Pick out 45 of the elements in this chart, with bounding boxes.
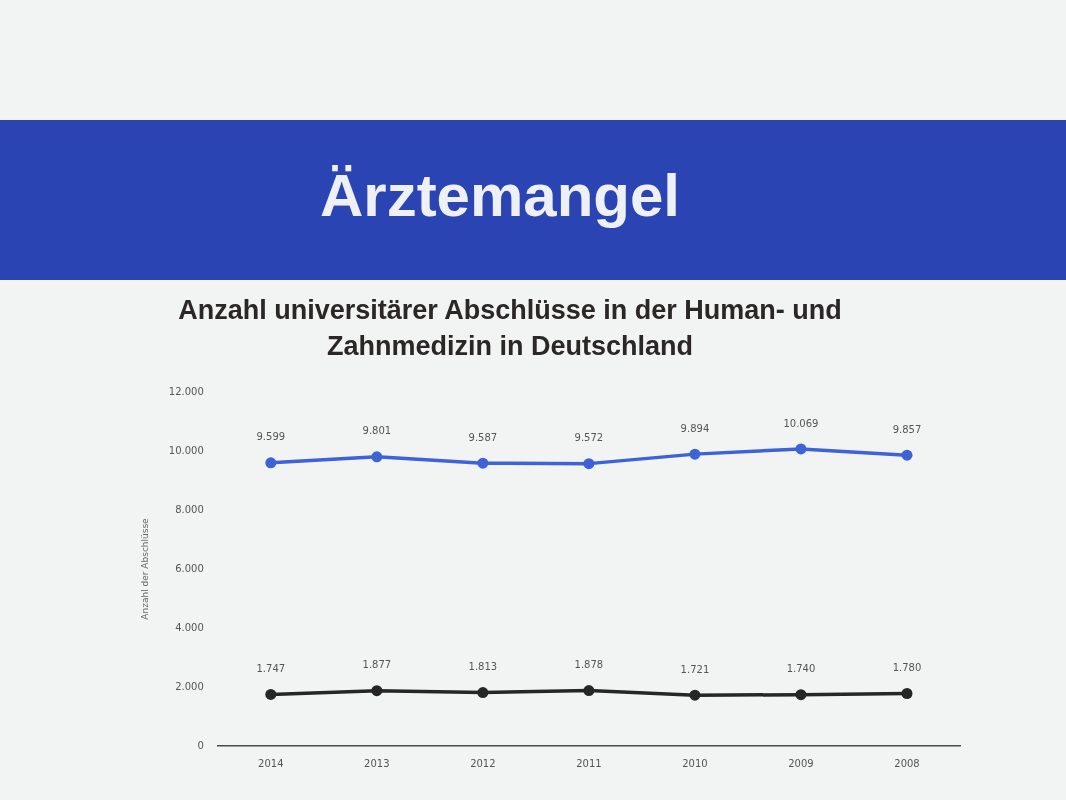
point bbox=[477, 457, 489, 469]
data-label: 10.069 bbox=[783, 417, 819, 429]
point bbox=[265, 457, 277, 469]
y-tick-label: 2.000 bbox=[175, 680, 204, 692]
data-label: 9.801 bbox=[362, 425, 392, 437]
x-tick-label: 2013 bbox=[364, 757, 390, 769]
point bbox=[265, 688, 277, 700]
point bbox=[371, 685, 383, 697]
y-axis-title: Anzahl der Abschlüsse bbox=[139, 517, 150, 620]
data-label: 1.877 bbox=[362, 659, 392, 671]
chart-subtitle: Anzahl universitärer Abschlüsse in der Human- und Zahnmedizin in Deutschland bbox=[177, 294, 843, 363]
data-label: 9.599 bbox=[256, 431, 286, 443]
data-label: 9.572 bbox=[574, 432, 604, 444]
data-label: 9.894 bbox=[680, 422, 710, 434]
data-label: 9.587 bbox=[468, 431, 498, 443]
data-label: 9.857 bbox=[892, 423, 922, 435]
x-tick-label: 2009 bbox=[788, 757, 814, 769]
y-tick-label: 0 bbox=[197, 739, 204, 751]
point bbox=[795, 443, 807, 455]
y-tick-label: 6.000 bbox=[175, 562, 204, 574]
data-label: 1.813 bbox=[468, 661, 498, 673]
point bbox=[371, 451, 383, 463]
x-tick-label: 2008 bbox=[894, 757, 920, 769]
data-label: 1.878 bbox=[574, 659, 604, 671]
point bbox=[795, 689, 807, 701]
y-tick-label: 8.000 bbox=[175, 503, 204, 515]
point bbox=[901, 687, 913, 699]
point bbox=[583, 458, 595, 470]
point bbox=[689, 448, 701, 460]
y-tick-label: 10.000 bbox=[168, 444, 204, 456]
data-label: 1.747 bbox=[256, 663, 286, 675]
data-label: 1.740 bbox=[786, 663, 816, 675]
x-tick-label: 2014 bbox=[258, 757, 284, 769]
point bbox=[901, 449, 913, 461]
y-tick-label: 4.000 bbox=[175, 621, 204, 633]
chart-title: Ärztemangel bbox=[318, 161, 682, 231]
point bbox=[583, 685, 595, 697]
x-tick-label: 2010 bbox=[682, 757, 708, 769]
data-label: 1.721 bbox=[680, 663, 710, 675]
x-tick-label: 2011 bbox=[576, 757, 602, 769]
y-tick-label: 12.000 bbox=[168, 385, 204, 397]
point bbox=[689, 689, 701, 701]
data-label: 1.780 bbox=[892, 662, 922, 674]
x-tick-label: 2012 bbox=[470, 757, 496, 769]
point bbox=[477, 687, 489, 699]
